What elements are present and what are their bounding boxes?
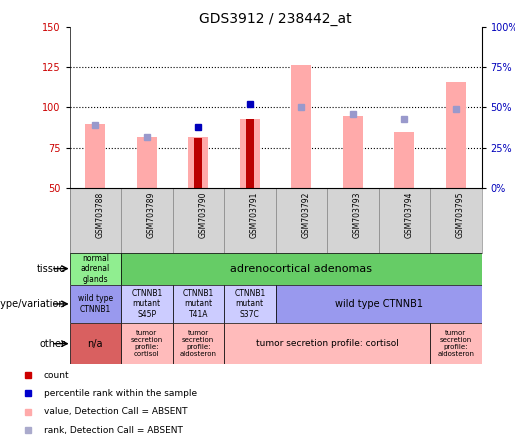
Text: value, Detection Call = ABSENT: value, Detection Call = ABSENT	[44, 407, 187, 416]
Text: adrenocortical adenomas: adrenocortical adenomas	[230, 264, 372, 274]
Bar	[224, 188, 276, 253]
Bar	[188, 137, 208, 188]
Bar	[70, 188, 121, 253]
Bar	[343, 115, 363, 188]
Text: tumor
secretion
profile:
aldosteron: tumor secretion profile: aldosteron	[180, 330, 217, 357]
Text: tissue: tissue	[36, 264, 65, 274]
Bar	[430, 188, 482, 253]
Bar	[446, 82, 466, 188]
Bar	[121, 323, 173, 364]
Bar	[379, 188, 430, 253]
Text: CTNNB1
mutant
S37C: CTNNB1 mutant S37C	[234, 289, 265, 319]
Bar	[121, 285, 173, 323]
Text: GSM703790: GSM703790	[198, 191, 207, 238]
Text: wild type
CTNNB1: wild type CTNNB1	[78, 294, 113, 313]
Bar	[173, 188, 224, 253]
Text: GSM703791: GSM703791	[250, 191, 259, 238]
Bar	[276, 285, 482, 323]
Bar	[246, 119, 253, 188]
Bar	[70, 323, 121, 364]
Text: GSM703793: GSM703793	[353, 191, 362, 238]
Text: GSM703795: GSM703795	[456, 191, 465, 238]
Bar	[224, 285, 276, 323]
Bar	[173, 285, 224, 323]
Bar	[85, 123, 105, 188]
Title: GDS3912 / 238442_at: GDS3912 / 238442_at	[199, 12, 352, 26]
Text: CTNNB1
mutant
S45P: CTNNB1 mutant S45P	[131, 289, 162, 319]
Bar	[137, 137, 157, 188]
Text: GSM703794: GSM703794	[404, 191, 413, 238]
Text: tumor secretion profile: cortisol: tumor secretion profile: cortisol	[255, 339, 399, 348]
Bar	[195, 138, 202, 188]
Text: GSM703788: GSM703788	[95, 191, 104, 238]
Text: n/a: n/a	[88, 339, 103, 349]
Bar	[394, 132, 414, 188]
Bar	[121, 188, 173, 253]
Text: GSM703789: GSM703789	[147, 191, 156, 238]
Bar	[430, 323, 482, 364]
Bar	[70, 285, 121, 323]
Bar	[327, 188, 379, 253]
Text: percentile rank within the sample: percentile rank within the sample	[44, 389, 197, 398]
Bar	[276, 188, 327, 253]
Text: tumor
secretion
profile:
aldosteron: tumor secretion profile: aldosteron	[437, 330, 474, 357]
Text: normal
adrenal
glands: normal adrenal glands	[81, 254, 110, 284]
Text: CTNNB1
mutant
T41A: CTNNB1 mutant T41A	[183, 289, 214, 319]
Text: genotype/variation: genotype/variation	[0, 299, 65, 309]
Text: count: count	[44, 371, 70, 380]
Text: GSM703792: GSM703792	[301, 191, 310, 238]
Bar	[240, 119, 260, 188]
Bar	[70, 253, 121, 285]
Text: tumor
secretion
profile:
cortisol: tumor secretion profile: cortisol	[131, 330, 163, 357]
Bar	[291, 65, 311, 188]
Bar	[173, 323, 224, 364]
Bar	[224, 323, 430, 364]
Text: wild type CTNNB1: wild type CTNNB1	[335, 299, 422, 309]
Bar	[121, 253, 482, 285]
Text: rank, Detection Call = ABSENT: rank, Detection Call = ABSENT	[44, 425, 183, 435]
Text: other: other	[40, 339, 65, 349]
